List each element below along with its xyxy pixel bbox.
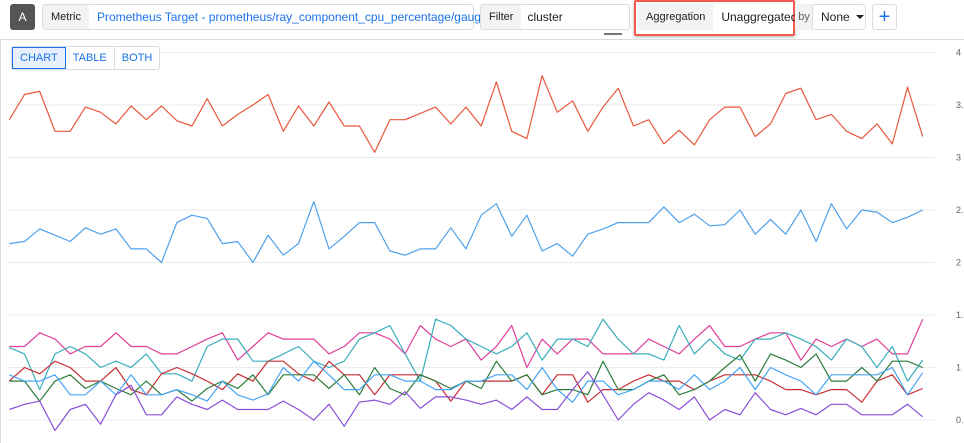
y-tick-label: 2.5 — [956, 205, 964, 215]
by-label: by — [795, 4, 813, 30]
series-line-3[interactable] — [9, 318, 924, 391]
chart-panel — [0, 39, 964, 443]
series-line-1[interactable] — [9, 201, 923, 264]
tab-table[interactable]: TABLE — [66, 47, 115, 69]
y-tick-label: 1.5 — [956, 310, 964, 320]
aggregation-highlight — [634, 0, 795, 36]
query-label[interactable]: A — [10, 4, 35, 30]
filter-field[interactable]: Filter cluster — [480, 4, 630, 30]
aggregation-label: Aggregation — [638, 4, 714, 30]
group-by-selector[interactable]: None — [812, 4, 866, 30]
query-bar: A Metric Prometheus Target - prometheus/… — [0, 0, 964, 38]
filter-label: Filter — [481, 5, 522, 29]
y-tick-label: 4 — [956, 48, 961, 58]
tab-chart[interactable]: CHART — [12, 47, 66, 69]
y-tick-label: 3 — [956, 153, 961, 163]
add-button[interactable]: + — [872, 4, 897, 30]
chevron-down-icon[interactable] — [855, 15, 864, 19]
series-line-7[interactable] — [9, 371, 924, 432]
filter-value[interactable]: cluster — [527, 10, 563, 24]
metric-selector[interactable]: Metric Prometheus Target - prometheus/ra… — [42, 4, 525, 30]
series-line-6[interactable] — [9, 360, 924, 403]
y-tick-label: 0.5 — [956, 415, 964, 425]
resize-handle[interactable] — [604, 33, 622, 35]
view-toggle: CHART TABLE BOTH — [11, 46, 161, 70]
series-line-0[interactable] — [8, 74, 924, 153]
metric-label: Metric — [43, 5, 89, 29]
aggregation-value[interactable]: Unaggregated — [721, 10, 798, 24]
metric-value[interactable]: Prometheus Target - prometheus/ray_compo… — [96, 10, 488, 24]
y-tick-label: 2 — [956, 258, 961, 268]
aggregation-selector[interactable]: Aggregation Unaggregated — [638, 4, 812, 30]
y-tick-label: 1 — [956, 363, 961, 373]
group-by-value[interactable]: None — [821, 10, 850, 24]
y-tick-label: 3.5 — [956, 100, 964, 110]
tab-both[interactable]: BOTH — [121, 52, 153, 64]
